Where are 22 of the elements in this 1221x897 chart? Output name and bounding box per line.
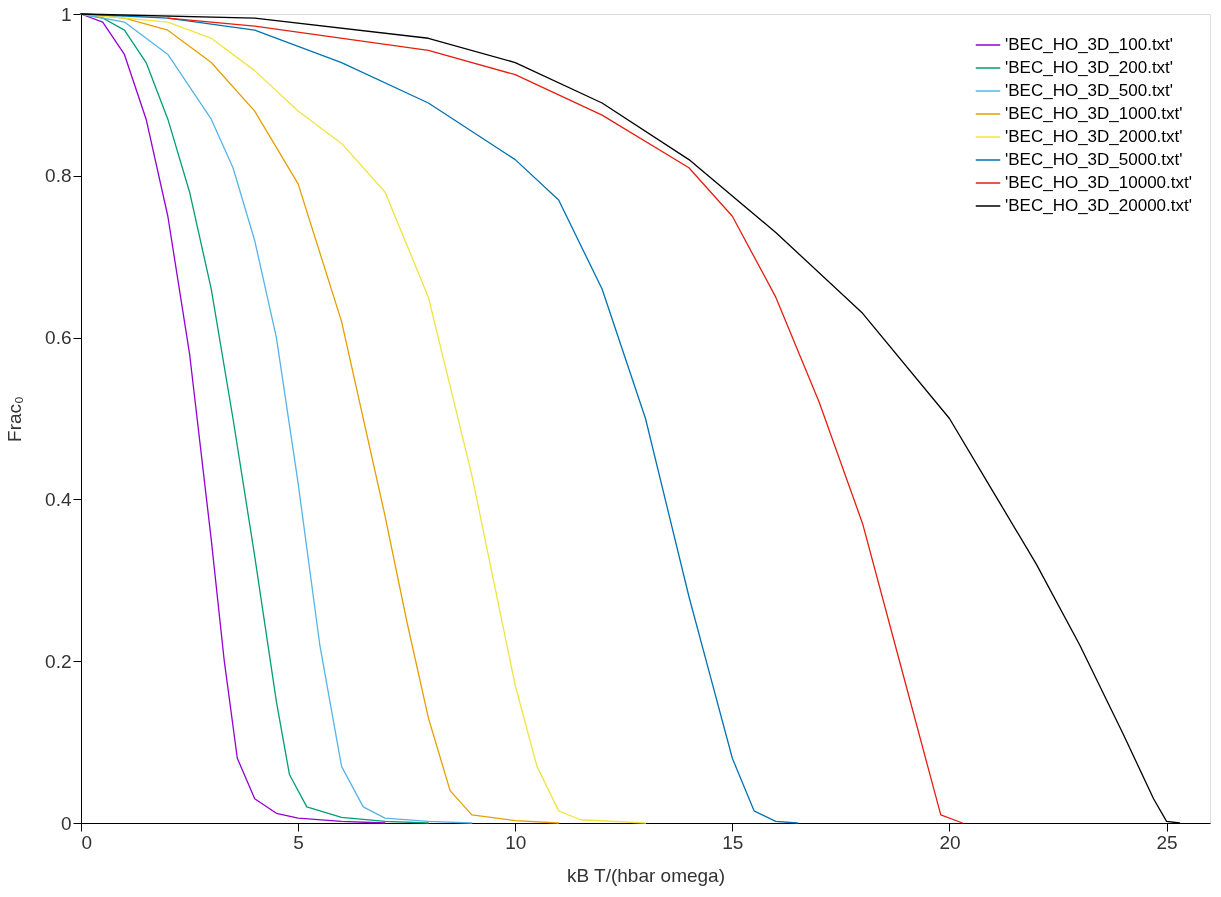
y-tick-label: 0 — [60, 812, 72, 834]
legend-label: 'BEC_HO_3D_2000.txt' — [1005, 127, 1183, 146]
legend-label: 'BEC_HO_3D_100.txt' — [1005, 35, 1174, 54]
x-tick-label: 5 — [293, 831, 304, 853]
y-tick-label: 0.4 — [45, 488, 72, 510]
legend-label: 'BEC_HO_3D_5000.txt' — [1005, 150, 1183, 169]
legend-label: 'BEC_HO_3D_10000.txt' — [1005, 173, 1192, 192]
x-tick-label: 20 — [939, 831, 961, 853]
legend-label: 'BEC_HO_3D_200.txt' — [1005, 58, 1174, 77]
y-tick-label: 1 — [60, 3, 72, 25]
x-tick-label: 10 — [505, 831, 527, 853]
legend-label: 'BEC_HO_3D_1000.txt' — [1005, 104, 1183, 123]
legend-label: 'BEC_HO_3D_20000.txt' — [1005, 196, 1192, 215]
x-tick-label: 15 — [722, 831, 744, 853]
legend-label: 'BEC_HO_3D_500.txt' — [1005, 81, 1174, 100]
x-tick-label: 25 — [1156, 831, 1178, 853]
y-axis-title: Frac₀ — [4, 396, 26, 442]
x-axis-title: kB T/(hbar omega) — [566, 864, 726, 886]
x-tick-label: 0 — [81, 831, 93, 853]
y-tick-label: 0.6 — [45, 327, 72, 349]
y-tick-label: 0.8 — [45, 165, 72, 187]
y-tick-label: 0.2 — [45, 650, 72, 672]
